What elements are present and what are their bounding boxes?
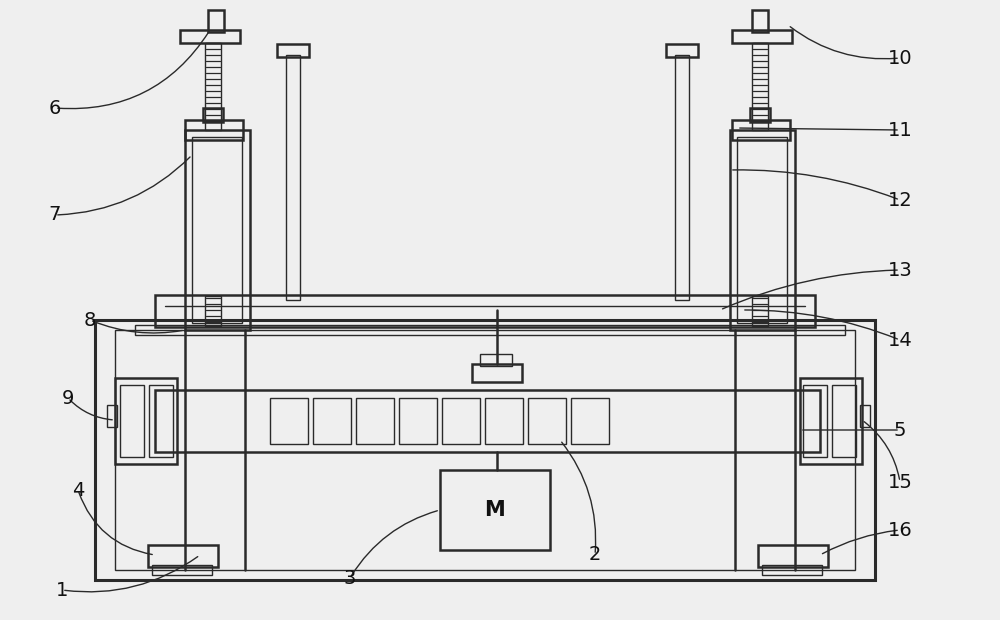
Bar: [148, 545, 218, 567]
Text: 4: 4: [72, 480, 84, 500]
Bar: [205, 296, 221, 326]
Bar: [752, 43, 768, 130]
Bar: [203, 108, 223, 122]
Bar: [185, 120, 243, 140]
Bar: [115, 378, 177, 464]
Bar: [356, 398, 394, 444]
Text: 6: 6: [49, 99, 61, 118]
Text: 15: 15: [888, 472, 912, 492]
Text: 7: 7: [49, 205, 61, 224]
Text: 11: 11: [888, 120, 912, 140]
Bar: [149, 385, 173, 457]
Text: 8: 8: [84, 311, 96, 329]
Bar: [135, 325, 845, 335]
Bar: [208, 10, 224, 32]
Bar: [730, 130, 795, 330]
Bar: [152, 565, 212, 575]
Bar: [762, 565, 822, 575]
Text: 1: 1: [56, 580, 68, 600]
Bar: [732, 120, 790, 140]
Text: M: M: [485, 500, 505, 520]
Bar: [95, 320, 875, 580]
Bar: [800, 378, 862, 464]
Text: 10: 10: [888, 48, 912, 68]
Text: 13: 13: [888, 260, 912, 280]
Bar: [758, 545, 828, 567]
Bar: [571, 398, 609, 444]
Bar: [832, 385, 856, 457]
Bar: [192, 137, 242, 323]
Bar: [286, 55, 300, 300]
Text: 2: 2: [589, 546, 601, 564]
Bar: [737, 137, 787, 323]
Bar: [442, 398, 480, 444]
Bar: [803, 385, 827, 457]
Bar: [752, 296, 768, 326]
Bar: [107, 405, 117, 427]
Bar: [120, 385, 144, 457]
Bar: [666, 44, 698, 57]
Bar: [752, 10, 768, 32]
Bar: [485, 398, 523, 444]
Bar: [675, 55, 689, 300]
Bar: [399, 398, 437, 444]
Bar: [155, 390, 820, 452]
Text: 16: 16: [888, 521, 912, 539]
Bar: [185, 130, 250, 330]
Bar: [472, 364, 522, 382]
Bar: [205, 43, 221, 130]
Bar: [732, 30, 792, 43]
Bar: [115, 330, 855, 570]
Bar: [270, 398, 308, 444]
Bar: [750, 108, 770, 122]
Text: 9: 9: [62, 389, 74, 407]
Text: 3: 3: [344, 569, 356, 588]
Text: 12: 12: [888, 190, 912, 210]
Bar: [528, 398, 566, 444]
Bar: [440, 470, 550, 550]
Text: 14: 14: [888, 330, 912, 350]
Bar: [480, 354, 512, 366]
Text: 5: 5: [894, 420, 906, 440]
Bar: [155, 295, 815, 327]
Bar: [180, 30, 240, 43]
Bar: [313, 398, 351, 444]
Bar: [277, 44, 309, 57]
Bar: [860, 405, 870, 427]
